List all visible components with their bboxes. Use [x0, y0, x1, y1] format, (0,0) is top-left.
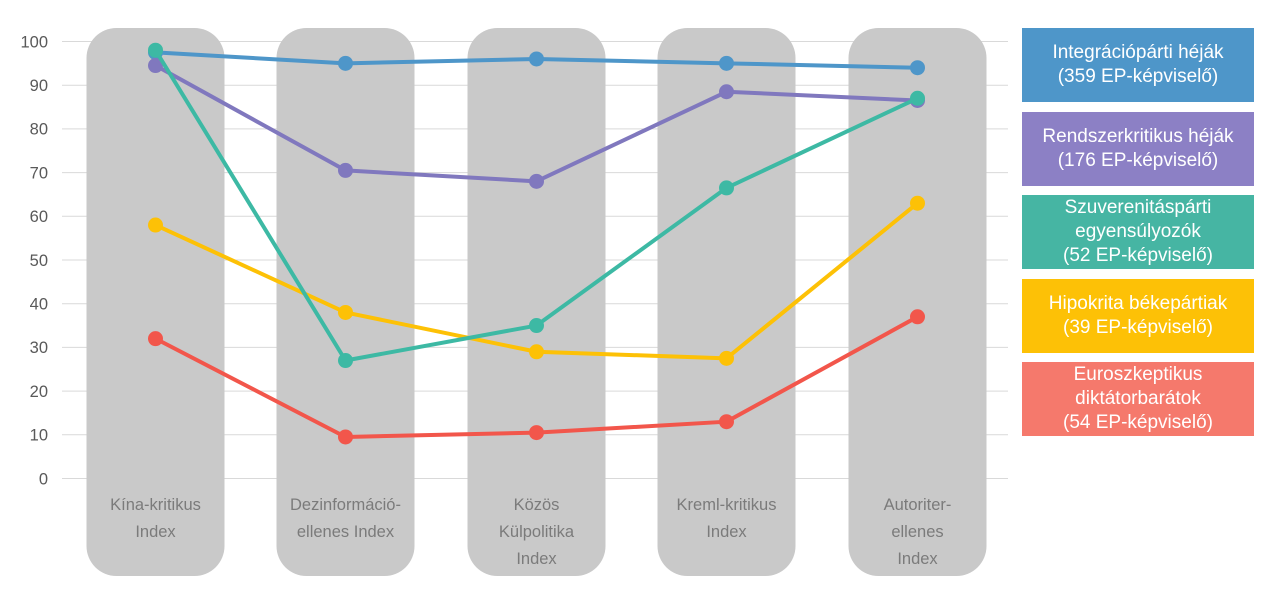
data-point [910, 195, 925, 211]
x-category-label: Autoriter-ellenes Index [884, 496, 952, 568]
legend-label: (39 EP-képviselő) [1063, 316, 1213, 338]
data-point [910, 90, 925, 106]
y-tick-label: 40 [30, 295, 48, 313]
y-tick-label: 70 [30, 164, 48, 182]
legend-item: Hipokrita békepártiak (39 EP-képviselő) [1022, 278, 1254, 353]
x-category-label: Dezinformáció-ellenes Index [290, 496, 401, 541]
data-point [529, 173, 544, 189]
category-column [276, 28, 415, 576]
legend-label: (54 EP-képviselő) [1063, 412, 1213, 433]
data-point [719, 84, 734, 100]
data-point [529, 51, 544, 67]
data-point [910, 60, 925, 76]
legend-label: Rendszerkritikus héják [1042, 125, 1234, 147]
y-tick-label: 100 [20, 33, 48, 51]
legend-item: Euroszkeptikus diktátorbarátok (54 EP-képv… [1022, 362, 1254, 436]
legend-label: Szuverenitáspárti [1064, 197, 1212, 218]
y-tick-label: 0 [39, 470, 48, 488]
legend-label: diktátorbarátok [1075, 388, 1201, 409]
data-point [148, 217, 163, 233]
legend-label: Euroszkeptikus [1073, 364, 1203, 385]
legend-item: Szuverenitáspárti egyensúlyozók (52 EP-kép… [1022, 195, 1254, 269]
data-point [529, 344, 544, 360]
legend-item: Integrációpárti héják (359 EP-képviselő) [1022, 28, 1254, 102]
legend-label: (359 EP-képviselő) [1057, 66, 1219, 87]
category-column [86, 28, 225, 576]
legend-label: Integrációpárti héják [1052, 42, 1224, 63]
data-point [719, 55, 734, 71]
data-point [529, 425, 544, 441]
y-tick-label: 50 [30, 252, 48, 270]
y-tick-label: 80 [30, 121, 48, 139]
category-column [657, 28, 796, 576]
x-category-label: Kína-kritikus Index [110, 496, 201, 541]
data-point [148, 58, 163, 74]
y-tick-label: 10 [30, 427, 48, 445]
data-point [338, 353, 353, 369]
category-column [467, 28, 606, 576]
x-category-label: Kreml-kritikus Index [677, 496, 777, 541]
data-point [338, 429, 353, 445]
data-point [148, 42, 163, 58]
legend-label: egyensúlyozók [1075, 221, 1201, 242]
data-point [529, 318, 544, 334]
data-point [910, 309, 925, 325]
y-tick-label: 90 [30, 77, 48, 95]
data-point [719, 180, 734, 196]
legend-item: Rendszerkritikus héják (176 EP-képviselő) [1022, 111, 1254, 186]
y-tick-label: 20 [30, 383, 48, 401]
data-point [338, 55, 353, 71]
legend-label: (176 EP-képviselő) [1057, 149, 1219, 171]
legend-label: (52 EP-képviselő) [1063, 245, 1213, 266]
x-category-label: Közös Külpolitika Index [499, 496, 575, 568]
y-tick-label: 60 [30, 208, 48, 226]
y-tick-label: 30 [30, 339, 48, 357]
data-point [719, 414, 734, 430]
data-point [338, 162, 353, 178]
data-point [148, 331, 163, 347]
category-column [848, 28, 987, 576]
data-point [719, 350, 734, 366]
legend-label: Hipokrita békepártiak [1048, 292, 1228, 314]
data-point [338, 304, 353, 320]
